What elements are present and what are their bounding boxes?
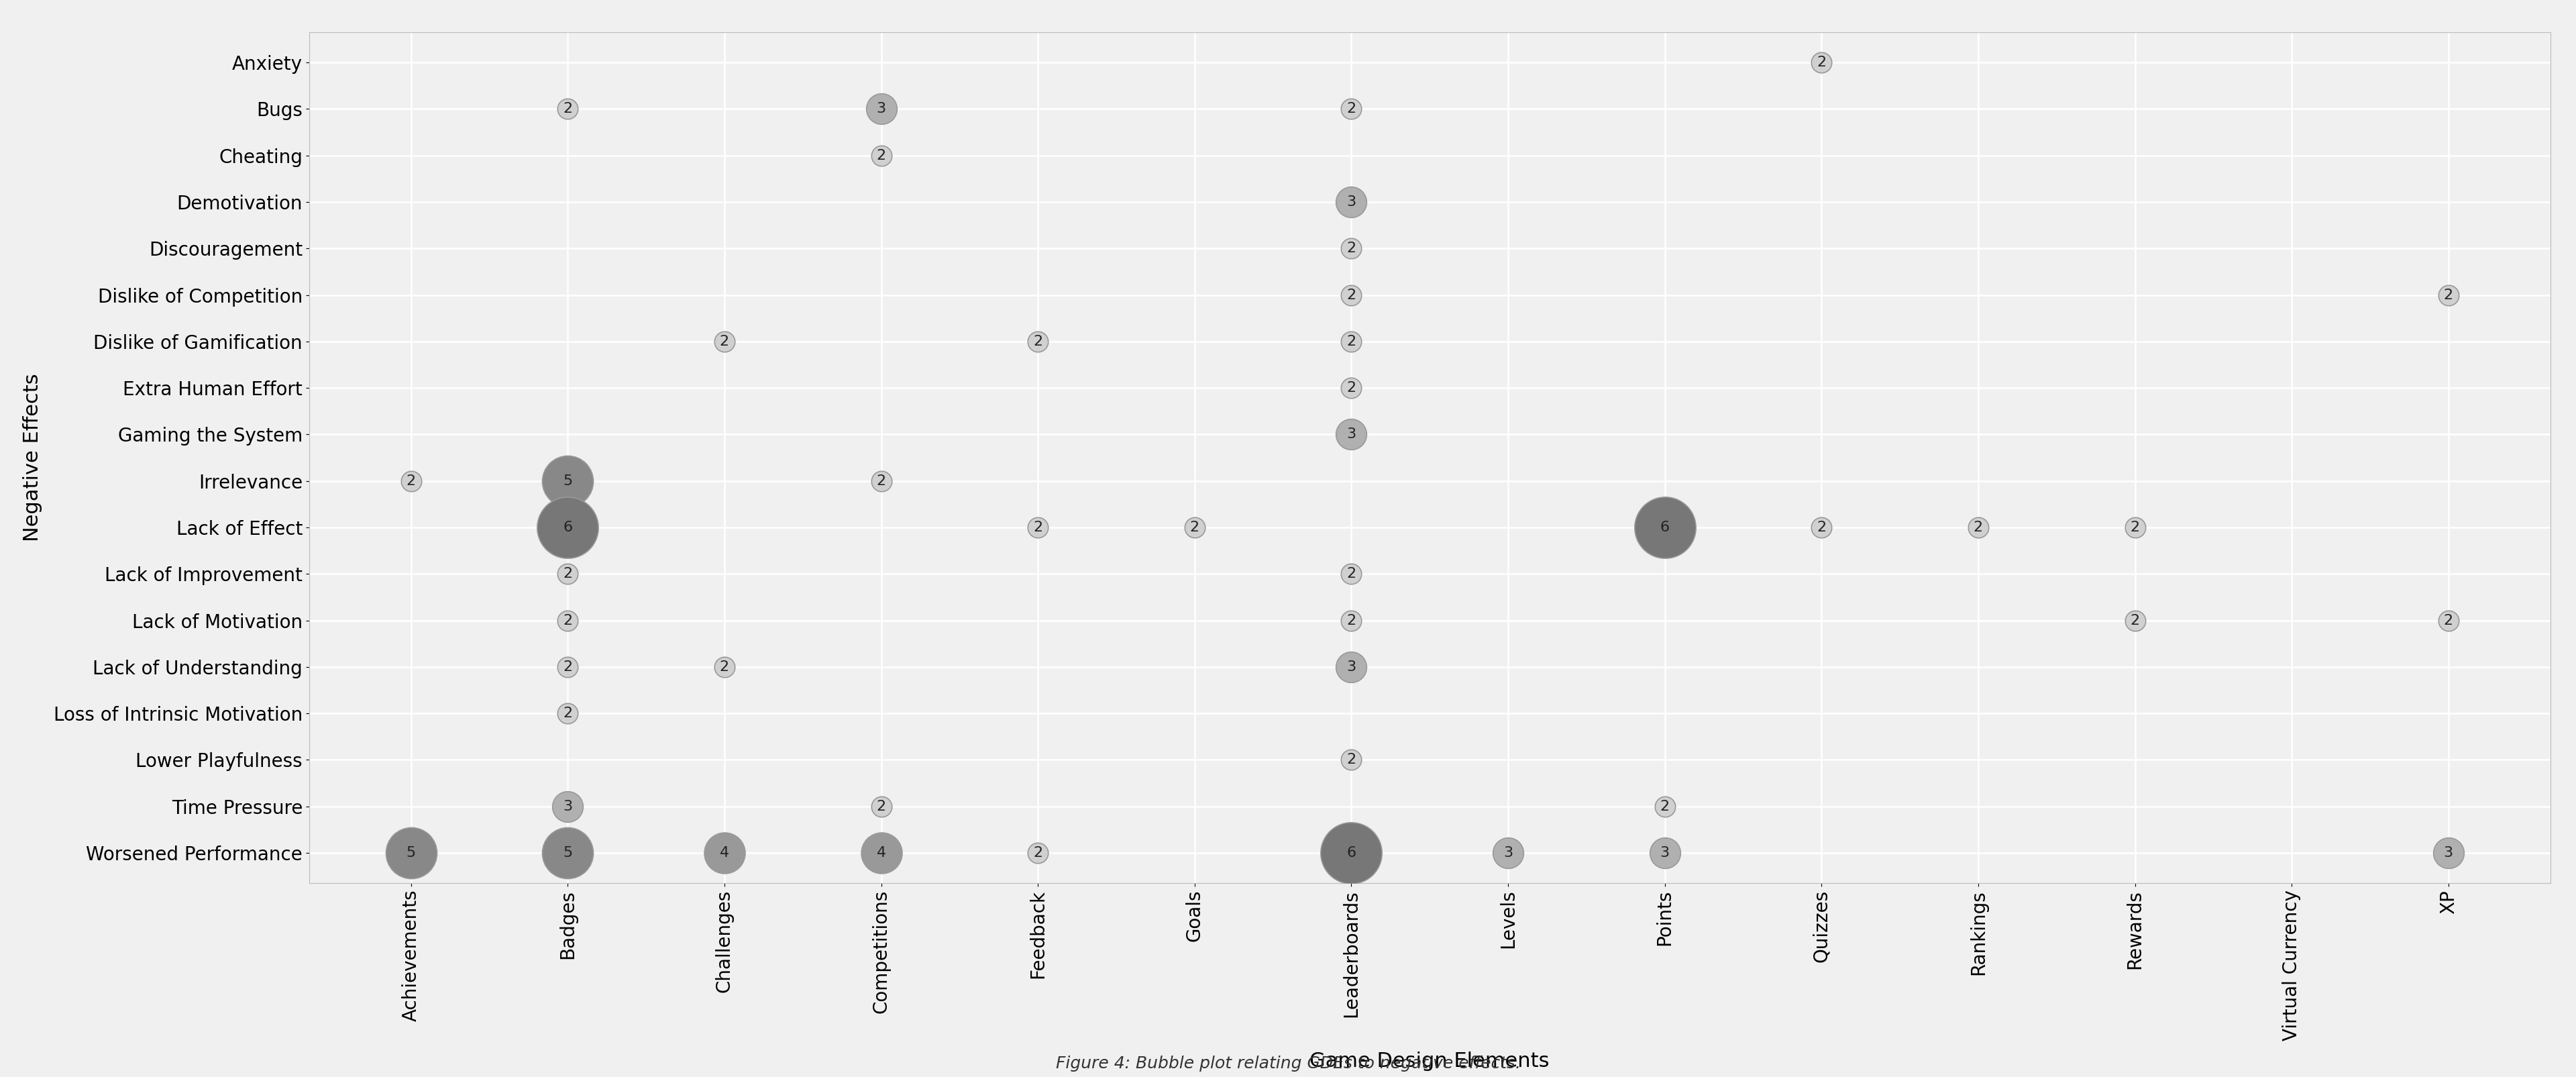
Point	[1175, 519, 1216, 536]
Point	[860, 146, 902, 164]
Text: 2: 2	[1347, 335, 1355, 348]
Point	[546, 473, 587, 490]
Point	[392, 473, 433, 490]
Point	[2115, 519, 2156, 536]
Text: 2: 2	[1033, 521, 1043, 534]
Point	[546, 798, 587, 815]
Text: 2: 2	[876, 149, 886, 163]
Text: 2: 2	[1033, 335, 1043, 348]
Text: 2: 2	[1347, 381, 1355, 394]
Text: 3: 3	[1659, 847, 1669, 859]
Text: 6: 6	[1659, 521, 1669, 534]
Text: 5: 5	[407, 847, 415, 859]
Text: 2: 2	[407, 474, 415, 488]
Text: 2: 2	[564, 707, 572, 721]
Text: 2: 2	[564, 660, 572, 673]
Text: 6: 6	[1347, 847, 1355, 859]
Point	[1018, 333, 1059, 350]
Point	[2427, 844, 2468, 862]
Text: 3: 3	[1347, 195, 1355, 209]
Point	[392, 844, 433, 862]
Point	[703, 333, 744, 350]
Text: 2: 2	[2445, 289, 2452, 302]
Text: 2: 2	[1347, 242, 1355, 255]
Point	[1801, 54, 1842, 71]
Text: 2: 2	[2445, 614, 2452, 627]
Text: 2: 2	[1973, 521, 1984, 534]
Point	[546, 704, 587, 722]
Point	[860, 473, 902, 490]
Text: 2: 2	[1347, 289, 1355, 302]
Text: 4: 4	[876, 847, 886, 859]
Point	[1332, 844, 1373, 862]
Text: 2: 2	[1816, 521, 1826, 534]
Point	[2115, 612, 2156, 629]
Point	[546, 519, 587, 536]
Point	[860, 798, 902, 815]
Text: 5: 5	[564, 474, 572, 488]
Point	[1332, 333, 1373, 350]
Text: 3: 3	[2445, 847, 2452, 859]
Point	[1332, 379, 1373, 396]
Text: 2: 2	[1190, 521, 1200, 534]
Point	[1958, 519, 1999, 536]
Text: 2: 2	[564, 568, 572, 581]
Text: 3: 3	[876, 102, 886, 115]
Text: 6: 6	[564, 521, 572, 534]
Text: Figure 4: Bubble plot relating GDEs to negative effects.: Figure 4: Bubble plot relating GDEs to n…	[1056, 1055, 1520, 1072]
Point	[1332, 425, 1373, 443]
Point	[546, 565, 587, 583]
Point	[1643, 519, 1685, 536]
Text: 2: 2	[1347, 102, 1355, 115]
Text: 2: 2	[1659, 800, 1669, 813]
Text: 2: 2	[2130, 614, 2141, 627]
Text: 2: 2	[1816, 56, 1826, 69]
Point	[546, 100, 587, 117]
X-axis label: Game Design Elements: Game Design Elements	[1309, 1052, 1551, 1072]
Text: 3: 3	[564, 800, 572, 813]
Text: 2: 2	[1347, 753, 1355, 767]
Point	[546, 612, 587, 629]
Point	[1332, 752, 1373, 769]
Point	[1486, 844, 1528, 862]
Point	[703, 658, 744, 675]
Text: 2: 2	[564, 614, 572, 627]
Text: 2: 2	[564, 102, 572, 115]
Text: 4: 4	[719, 847, 729, 859]
Point	[1018, 844, 1059, 862]
Point	[546, 658, 587, 675]
Point	[1332, 194, 1373, 211]
Text: 3: 3	[1347, 428, 1355, 442]
Y-axis label: Negative Effects: Negative Effects	[23, 374, 41, 542]
Point	[860, 844, 902, 862]
Text: 2: 2	[876, 474, 886, 488]
Point	[2427, 286, 2468, 304]
Text: 2: 2	[1347, 614, 1355, 627]
Point	[2427, 612, 2468, 629]
Point	[1332, 658, 1373, 675]
Text: 2: 2	[2130, 521, 2141, 534]
Text: 2: 2	[876, 800, 886, 813]
Point	[1332, 565, 1373, 583]
Point	[1018, 519, 1059, 536]
Point	[1643, 798, 1685, 815]
Point	[1332, 286, 1373, 304]
Point	[1801, 519, 1842, 536]
Point	[1332, 100, 1373, 117]
Point	[1332, 612, 1373, 629]
Point	[703, 844, 744, 862]
Text: 2: 2	[1347, 568, 1355, 581]
Text: 3: 3	[1504, 847, 1512, 859]
Point	[546, 844, 587, 862]
Point	[1332, 240, 1373, 257]
Point	[1643, 844, 1685, 862]
Text: 3: 3	[1347, 660, 1355, 673]
Text: 5: 5	[564, 847, 572, 859]
Text: 2: 2	[1033, 847, 1043, 859]
Text: 2: 2	[719, 335, 729, 348]
Point	[860, 100, 902, 117]
Text: 2: 2	[719, 660, 729, 673]
